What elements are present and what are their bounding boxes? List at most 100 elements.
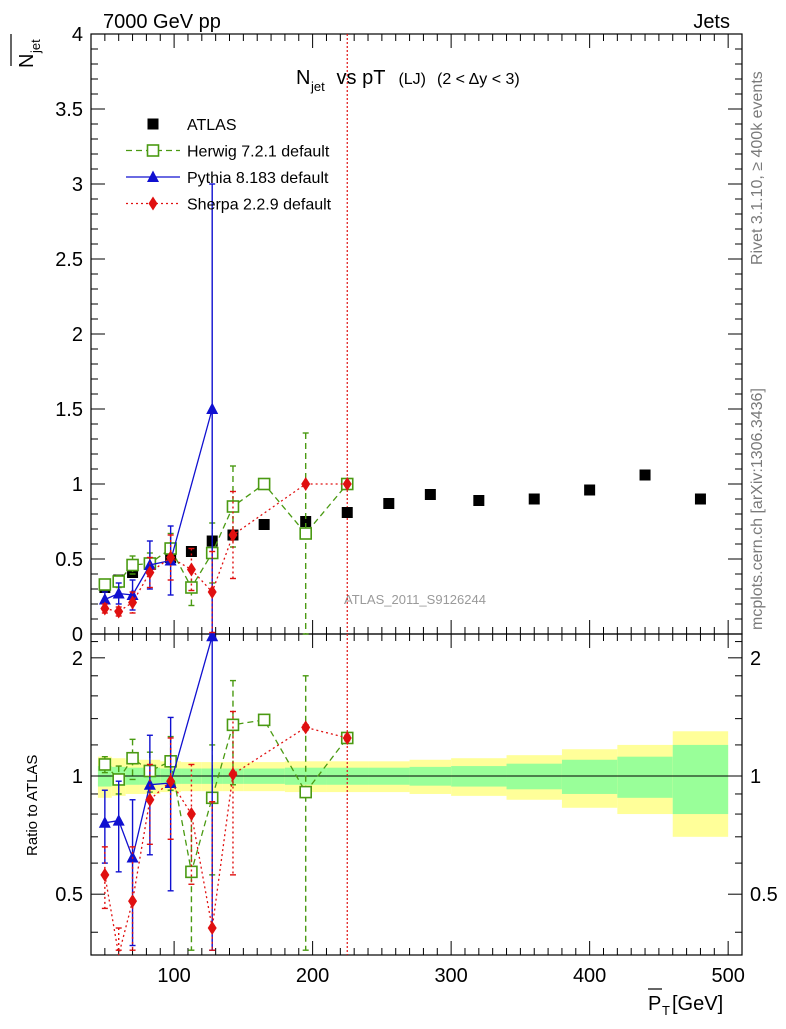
herwig-ratio-point <box>299 785 312 799</box>
x-tick-label: 200 <box>296 965 329 987</box>
pythia-ratio-point <box>126 851 139 863</box>
legend-herwig-label: Herwig 7.2.1 default <box>187 144 330 161</box>
top-y-axis-label-subscript: jet <box>28 39 43 54</box>
sherpa-point <box>114 604 124 619</box>
sherpa-point <box>166 550 176 565</box>
herwig-ratio-point <box>126 751 139 765</box>
header-energy-label: 7000 GeV pp <box>103 11 221 33</box>
top-y-tick-label: 4 <box>72 24 83 46</box>
pythia-point <box>112 587 125 599</box>
atlas-point <box>528 493 540 505</box>
herwig-point <box>257 477 271 491</box>
bottom-y-tick-label-right: 2 <box>750 648 761 670</box>
header-jets-label: Jets <box>693 11 730 33</box>
herwig-point <box>185 581 198 594</box>
chart-title-small: (LJ) <box>394 71 430 88</box>
atlas-point <box>127 567 139 578</box>
bottom-y-tick-label-left: 2 <box>72 648 83 670</box>
x-tick-label: 300 <box>434 965 467 987</box>
bottom-y-tick-label-right: 0.5 <box>750 884 778 906</box>
bottom-y-tick-label-left: 1 <box>72 766 83 788</box>
chart-title-subscript: jet <box>310 79 325 94</box>
top-y-tick-label: 1.5 <box>55 399 83 421</box>
herwig-point <box>126 558 139 572</box>
pythia-ratio-point <box>206 629 219 642</box>
x-axis-label-unit: [GeV] <box>672 993 723 1015</box>
pythia-ratio-point <box>112 814 125 826</box>
atlas-point <box>694 493 706 505</box>
chart-title-main: N <box>296 67 310 89</box>
analysis-watermark: ATLAS_2011_S9126244 <box>344 592 486 607</box>
pythia-point <box>98 593 111 605</box>
bottom-y-tick-label-right: 1 <box>750 766 761 788</box>
sherpa-ratio-point <box>128 894 138 909</box>
top-y-axis-label: N jet <box>10 34 43 68</box>
top-y-tick-label: 1 <box>72 474 83 496</box>
x-tick-label: 500 <box>711 965 744 987</box>
band-inner-15 <box>561 759 618 794</box>
atlas-point <box>473 495 485 506</box>
sherpa-line <box>104 483 348 613</box>
top-y-tick-label: 0 <box>72 624 83 646</box>
band-inner-16 <box>617 756 673 798</box>
sherpa-point <box>342 477 352 491</box>
band-inner-17 <box>672 744 729 815</box>
pythia-line <box>104 408 213 601</box>
rivet-version-label: Rivet 3.1.10, ≥ 400k events <box>749 71 766 265</box>
x-tick-label: 400 <box>573 965 606 987</box>
herwig-ratio-point <box>257 713 271 727</box>
atlas-point <box>300 516 312 527</box>
chart-title: N jet vs pT (LJ) (2 < Δy < 3) <box>296 67 520 94</box>
sherpa-point <box>228 528 238 542</box>
pythia-point <box>206 402 219 414</box>
x-axis-label: P T [GeV] <box>648 988 723 1018</box>
sherpa-point <box>100 601 110 616</box>
atlas-point <box>424 489 436 500</box>
top-y-axis-label-symbol: N <box>16 54 38 68</box>
sherpa-point <box>186 562 196 577</box>
legend-herwig-marker <box>146 144 160 157</box>
sherpa-point <box>145 565 155 580</box>
sherpa-ratio-point <box>100 867 110 882</box>
sherpa-point <box>128 595 138 610</box>
sherpa-point <box>301 477 311 491</box>
legend: ATLAS Herwig 7.2.1 default Pythia 8.183 de… <box>126 117 332 214</box>
sherpa-ratio-line <box>104 726 348 956</box>
legend-pythia-marker <box>147 170 159 182</box>
sherpa-ratio-point <box>301 720 311 735</box>
legend-pythia-label: Pythia 8.183 default <box>187 170 329 187</box>
top-y-tick-label: 3.5 <box>55 99 83 121</box>
chart-title-rest: vs pT <box>331 67 385 89</box>
top-y-tick-label: 0.5 <box>55 549 83 571</box>
legend-atlas-marker <box>147 118 159 130</box>
sherpa-ratio-point <box>342 730 352 745</box>
herwig-point <box>98 578 112 591</box>
chart-title-range: (2 < Δy < 3) <box>437 71 520 88</box>
x-axis-label-symbol: P <box>648 993 661 1015</box>
x-axis-label-subscript: T <box>662 1003 670 1018</box>
sherpa-ratio-point <box>145 792 155 807</box>
sherpa-ratio-point <box>166 774 176 789</box>
herwig-point <box>299 527 312 540</box>
top-y-tick-label: 3 <box>72 174 83 196</box>
atlas-point <box>383 498 395 509</box>
sherpa-point <box>207 585 217 599</box>
legend-sherpa-marker <box>148 196 158 211</box>
atlas-point <box>185 546 197 557</box>
sherpa-ratio-point <box>228 767 238 782</box>
top-y-tick-label: 2 <box>72 324 83 346</box>
atlas-point <box>584 484 596 496</box>
top-y-tick-label: 2.5 <box>55 249 83 271</box>
bottom-y-tick-label-left: 0.5 <box>55 884 83 906</box>
herwig-ratio-point <box>98 758 112 771</box>
sherpa-ratio-point <box>186 807 196 822</box>
axes-frame: 100 200 300 400 500 0 0.5 1 1.5 2 2.5 3 3.5 4 0.5 0.5 1 1… <box>55 24 778 987</box>
data-marks <box>98 183 706 956</box>
bottom-panel-frame <box>90 633 743 956</box>
bottom-y-axis-label: Ratio to ATLAS <box>24 755 41 856</box>
pythia-ratio-point <box>98 816 111 828</box>
herwig-ratio-point <box>226 718 240 732</box>
atlas-point <box>341 507 353 518</box>
legend-data-label: ATLAS <box>187 117 237 134</box>
pythia-ratio-point <box>143 778 156 790</box>
